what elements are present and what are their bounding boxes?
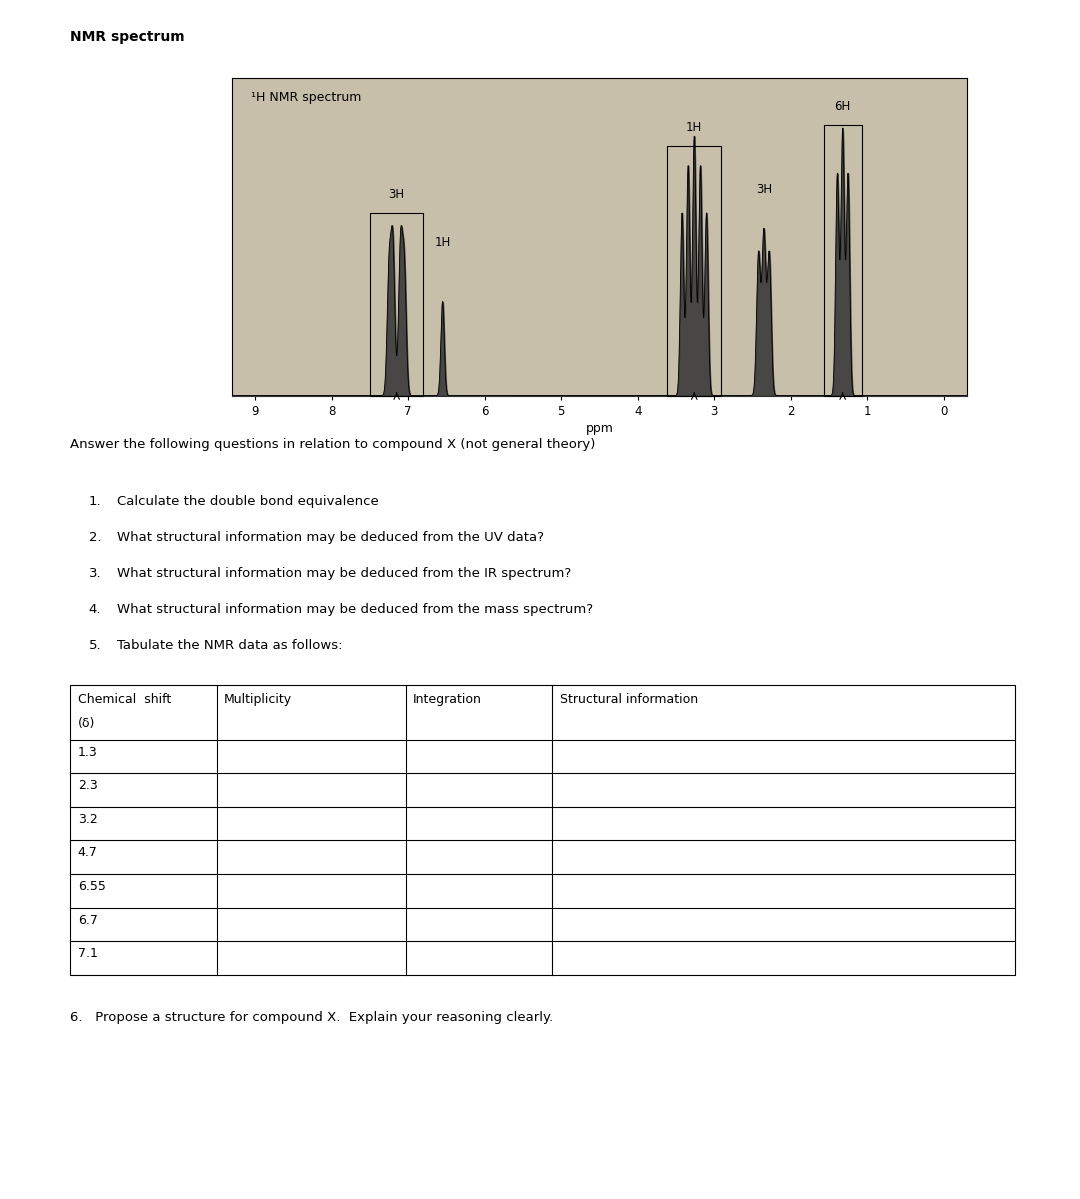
Text: What structural information may be deduced from the mass spectrum?: What structural information may be deduc… [117, 603, 593, 616]
X-axis label: ppm: ppm [585, 422, 613, 435]
Text: 4.: 4. [89, 603, 102, 616]
Text: 1.3: 1.3 [78, 746, 97, 759]
Text: (δ): (δ) [78, 717, 95, 730]
Text: 6H: 6H [835, 101, 851, 113]
Text: Tabulate the NMR data as follows:: Tabulate the NMR data as follows: [117, 639, 342, 652]
Text: 1H: 1H [686, 121, 702, 134]
Text: Structural information: Structural information [559, 693, 698, 706]
Text: 1H: 1H [434, 235, 450, 248]
Text: 3H: 3H [389, 188, 405, 201]
Text: Calculate the double bond equivalence: Calculate the double bond equivalence [117, 495, 378, 508]
Bar [369, 213, 423, 396]
Text: 5.: 5. [89, 639, 102, 652]
Text: 6.   Propose a structure for compound X.  Explain your reasoning clearly.: 6. Propose a structure for compound X. E… [70, 1011, 553, 1024]
Text: ¹H NMR spectrum: ¹H NMR spectrum [251, 91, 361, 103]
Text: 7.1: 7.1 [78, 947, 97, 960]
Bar [824, 125, 862, 396]
Text: 3.: 3. [89, 567, 102, 580]
Text: 6.7: 6.7 [78, 914, 97, 927]
Text: Chemical  shift: Chemical shift [78, 693, 171, 706]
Text: 2.: 2. [89, 531, 102, 544]
Text: What structural information may be deduced from the UV data?: What structural information may be deduc… [117, 531, 543, 544]
Text: 6.55: 6.55 [78, 880, 106, 893]
Text: 4.7: 4.7 [78, 846, 97, 860]
Text: Answer the following questions in relation to compound X (not general theory): Answer the following questions in relati… [70, 438, 595, 451]
Text: 2.3: 2.3 [78, 779, 97, 793]
Text: NMR spectrum: NMR spectrum [70, 30, 185, 44]
Text: 3.2: 3.2 [78, 813, 97, 826]
Text: Multiplicity: Multiplicity [225, 693, 293, 706]
Bar [667, 145, 721, 396]
Text: 1.: 1. [89, 495, 102, 508]
Text: Integration: Integration [414, 693, 482, 706]
Text: What structural information may be deduced from the IR spectrum?: What structural information may be deduc… [117, 567, 571, 580]
Text: 3H: 3H [756, 182, 772, 195]
